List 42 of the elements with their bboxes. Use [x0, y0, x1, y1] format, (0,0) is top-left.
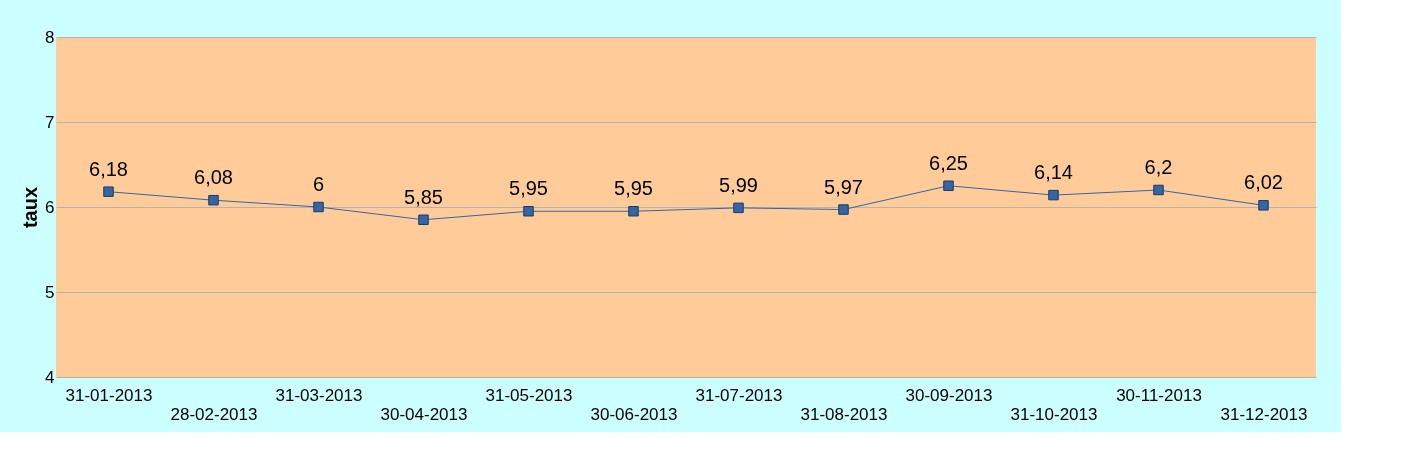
data-label: 6	[312, 173, 325, 195]
data-label: 5,99	[719, 173, 758, 196]
x-tick-label: 31-07-2013	[695, 385, 783, 405]
x-tick-label: 30-04-2013	[380, 404, 468, 424]
point	[1153, 184, 1164, 196]
data-label: 6,25	[929, 151, 968, 174]
data-label: 6,02	[1244, 171, 1283, 194]
data-label: 5,97	[824, 175, 863, 198]
data-label: 5,85	[404, 185, 443, 208]
point	[628, 206, 639, 217]
point	[1258, 200, 1269, 211]
x-tick-label: 30-11-2013	[1116, 385, 1202, 405]
data-label: 6,2	[1144, 156, 1173, 178]
y-tick-label: 8	[45, 27, 55, 47]
data-label: 6,14	[1034, 161, 1073, 184]
point	[523, 206, 534, 217]
x-tick-label: 28-02-2013	[170, 404, 258, 424]
point	[943, 180, 954, 191]
x-tick-label: 31-03-2013	[275, 385, 363, 405]
y-tick-label: 5	[45, 282, 55, 302]
point	[103, 186, 114, 197]
point	[1048, 189, 1059, 201]
y-axis-title: taux	[19, 186, 42, 229]
data-label: 6,18	[89, 157, 128, 180]
x-tick-label: 30-06-2013	[590, 404, 678, 424]
point	[733, 202, 744, 214]
point	[208, 194, 219, 206]
x-tick-label: 31-01-2013	[65, 385, 153, 405]
y-tick-label: 6	[45, 197, 55, 217]
data-label: 6,08	[194, 166, 233, 189]
x-tick-label: 31-12-2013	[1220, 404, 1308, 424]
data-label: 5,95	[614, 177, 653, 200]
x-tick-label: 30-09-2013	[905, 385, 993, 405]
y-tick-label: 4	[45, 367, 55, 387]
point	[418, 214, 429, 225]
y-tick-label: 7	[45, 112, 55, 132]
data-label: 5,95	[509, 177, 548, 200]
point	[313, 201, 324, 213]
x-tick-label: 31-08-2013	[800, 404, 888, 424]
point	[838, 204, 849, 215]
x-tick-label: 31-05-2013	[485, 385, 573, 405]
x-tick-label: 31-10-2013	[1010, 404, 1098, 424]
